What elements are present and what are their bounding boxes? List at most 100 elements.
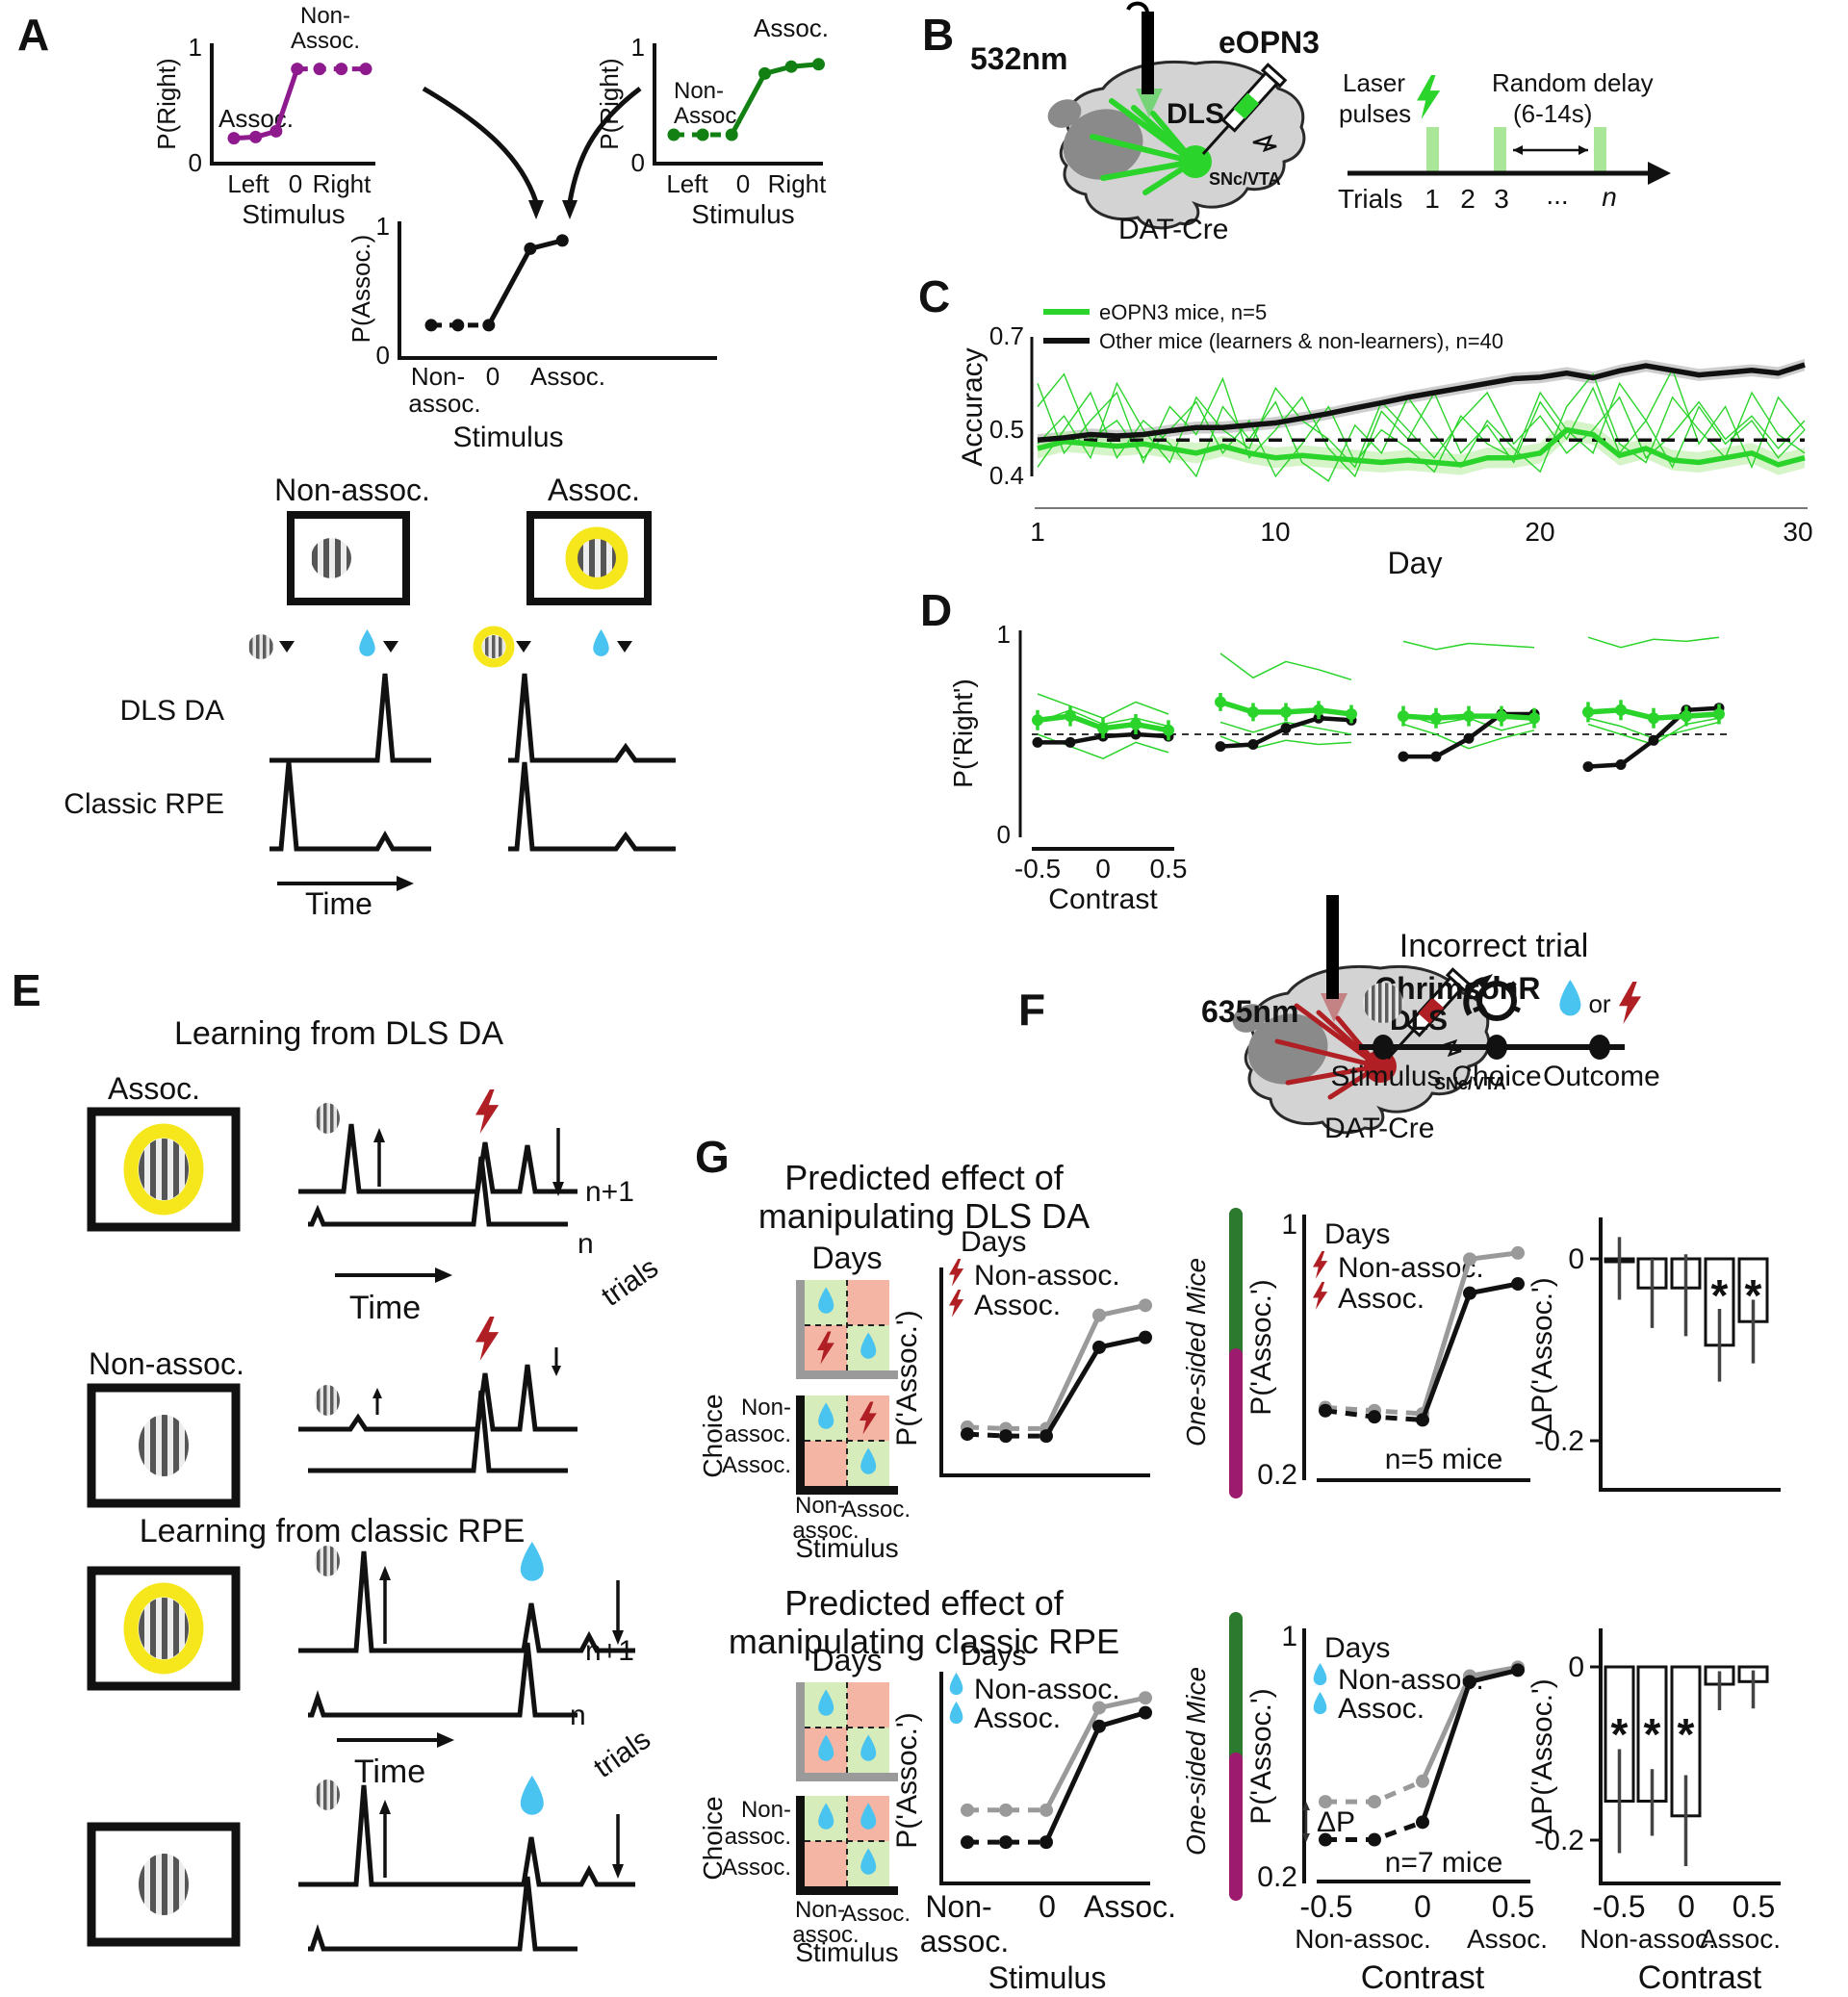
assoc-label: Assoc. <box>108 1071 200 1106</box>
x-tick: Assoc. <box>1084 1889 1176 1924</box>
grating-icon <box>315 1385 340 1416</box>
assoc-stimulus-box <box>526 511 652 605</box>
y-axis-label: P('Assoc.') <box>891 1712 923 1848</box>
laser-label: Laser <box>1343 68 1405 97</box>
legend: eOPN3 mice, n=5 Other mice (learners & n… <box>1043 300 1503 353</box>
up-arrow-icon <box>373 1128 385 1187</box>
grating-icon <box>315 1546 340 1576</box>
non-assoc-curve-label: Assoc. <box>674 103 743 129</box>
panel-c-letter: C <box>918 271 950 321</box>
y-axis-label: P(Right) <box>152 58 181 149</box>
y-axis-label: Accuracy <box>957 347 988 466</box>
time-label: Time <box>349 1290 421 1326</box>
y-axis-label: P('Assoc.') <box>891 1310 923 1446</box>
legend-non-assoc: Non-assoc. <box>1338 1664 1484 1696</box>
x-axis-label: Stimulus <box>242 199 345 229</box>
down-arrow-icon <box>552 1128 564 1196</box>
row-label: Non- <box>741 1797 791 1823</box>
col-label: Non- <box>795 1493 845 1519</box>
legend-non-assoc: Non-assoc. <box>1338 1252 1484 1284</box>
laser-bolt-icon <box>1313 1251 1328 1279</box>
panel-g: G Predicted effect of manipulating DLS D… <box>695 1132 1781 1996</box>
non-assoc-header: Non-assoc. <box>274 473 430 507</box>
grating-icon <box>315 1779 340 1810</box>
legend-non-assoc: Non-assoc. <box>974 1260 1120 1292</box>
non-assoc-stimulus-box <box>87 1383 241 1508</box>
grating-icon <box>578 539 616 577</box>
y-tick: -0.2 <box>1534 1425 1584 1457</box>
stimulus-axis-label: Stimulus <box>795 1533 898 1563</box>
grating-icon <box>139 1598 189 1659</box>
water-drop-icon <box>949 1673 963 1696</box>
stimulus-label: Stimulus <box>1330 1061 1441 1092</box>
event-marker-icon <box>383 641 398 653</box>
x-tick: 0.5 <box>1150 854 1188 883</box>
row-label: assoc. <box>725 1824 791 1850</box>
grating-icon <box>1363 983 1403 1023</box>
reward-ring-icon <box>123 1582 204 1675</box>
time-label: Time <box>354 1754 425 1790</box>
time-arrow-icon <box>335 1267 452 1283</box>
down-arrow-icon <box>552 1347 561 1376</box>
da-mice-plot: 1 0.2 P('Assoc.') Days Non-assoc. Assoc.… <box>1245 1209 1530 1491</box>
delta-p-label: ΔP <box>1317 1806 1355 1838</box>
psychometric-sessions-chart <box>1032 636 1728 773</box>
grating-icon <box>311 538 351 578</box>
shock-bolt-icon <box>1619 982 1642 1024</box>
x-tick: 0 <box>1414 1889 1431 1924</box>
laser-bolt-icon <box>949 1259 964 1287</box>
trials-label: trials <box>588 1724 656 1784</box>
water-drop-icon <box>949 1702 963 1725</box>
y-tick: 0 <box>1568 1651 1584 1683</box>
outcome-label: Outcome <box>1543 1061 1660 1092</box>
dls-da-traces <box>270 673 676 763</box>
random-delay-arrow-icon <box>1513 145 1588 155</box>
laser-bolt-icon <box>949 1290 964 1318</box>
fiber-tip-light-cone <box>1321 993 1348 1022</box>
fiber-tip-light-cone <box>1136 89 1163 117</box>
legend-assoc: Assoc. <box>1338 1283 1424 1315</box>
choice-axis-label: Choice <box>698 1796 728 1880</box>
y-tick: 0 <box>376 341 390 370</box>
y-tick: 1 <box>376 212 390 241</box>
delta-p-annotation: ΔP <box>1302 1802 1355 1842</box>
snc-vta-label: SNc/VTA <box>1209 169 1281 189</box>
x-tick: 20 <box>1525 517 1554 547</box>
steering-wheel-icon <box>1463 974 1521 1021</box>
y-tick: 1 <box>189 33 202 62</box>
predicted-da-title: manipulating DLS DA <box>758 1196 1090 1236</box>
water-drop-icon <box>593 629 609 656</box>
legend-label: Other mice (learners & non-learners), n=… <box>1099 329 1503 353</box>
stimulus-axis-label: Stimulus <box>795 1937 898 1967</box>
trial-n-plus-1-label: n+1 <box>585 1176 634 1208</box>
laser-label: pulses <box>1339 99 1411 128</box>
x-tick: Left <box>227 169 270 198</box>
x-axis-label: Day <box>1388 546 1443 577</box>
x-tick: Left <box>666 169 708 198</box>
legend-label: eOPN3 mice, n=5 <box>1099 300 1267 324</box>
laser-pulse-bar <box>1426 127 1439 173</box>
x-axis-label: Contrast <box>1048 883 1158 914</box>
y-tick: 0 <box>189 148 202 177</box>
laser-bolt-icon <box>475 1089 500 1134</box>
x-tick: 0 <box>1095 854 1111 883</box>
green-curve <box>667 58 825 141</box>
predicted-rpe-title: manipulating classic RPE <box>729 1622 1119 1661</box>
choice-stimulus-grids <box>796 1280 898 1495</box>
trial-n: n <box>1602 182 1617 212</box>
col-label: Assoc. <box>841 1497 911 1523</box>
down-arrow-icon <box>612 1580 624 1645</box>
trial-n-plus-1-label: n+1 <box>585 1635 634 1667</box>
converge-arrows-icon <box>422 86 642 219</box>
water-drop-icon <box>1313 1663 1327 1686</box>
col-label: assoc. <box>792 1518 859 1544</box>
grating-icon <box>139 1415 189 1476</box>
laser-pulse-bar <box>1494 127 1506 173</box>
laser-bolt-icon <box>475 1317 500 1361</box>
event-marker-icon <box>516 641 531 653</box>
y-axis-label: P('Assoc.') <box>1245 1688 1277 1824</box>
rpe-mice-plot: 1 0.2 P('Assoc.') Days Non-assoc. Assoc.… <box>1245 1621 1548 1996</box>
panel-d-letter: D <box>920 585 952 635</box>
x-sub-label: Non-assoc. <box>1295 1924 1431 1954</box>
